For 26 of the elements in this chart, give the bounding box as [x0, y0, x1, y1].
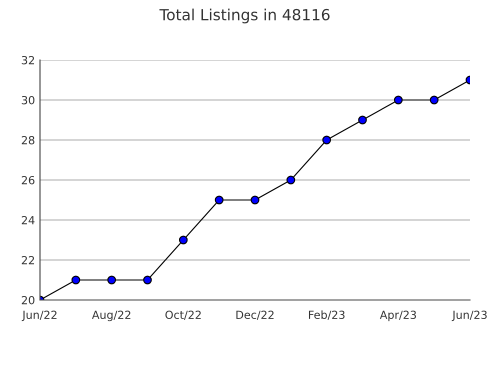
y-tick-label: 26	[22, 176, 34, 184]
point	[71, 276, 80, 284]
point	[214, 196, 224, 204]
x-tick-label: Feb/23	[308, 310, 345, 320]
point	[358, 116, 367, 124]
point	[143, 276, 152, 284]
y-tick-label: 30	[22, 96, 34, 104]
point	[286, 176, 296, 184]
y-tick-label: 22	[22, 256, 34, 264]
point	[107, 276, 116, 284]
y-tick-label: 24	[22, 216, 35, 224]
x-tick-label: Aug/22	[92, 310, 130, 322]
chart-title: Total Listings in 48116	[159, 8, 330, 24]
y-tick-label: 28	[22, 136, 34, 144]
y-tick-label: 20	[22, 296, 34, 304]
point	[394, 96, 403, 104]
point	[178, 236, 188, 244]
x-tick-label: Jun/22	[22, 310, 57, 322]
point	[430, 96, 439, 104]
x-tick-label: Jun/23	[452, 310, 487, 322]
point	[250, 196, 260, 204]
y-tick-label: 32	[22, 56, 34, 64]
point	[322, 136, 332, 144]
x-tick-label: Apr/23	[380, 310, 416, 322]
x-tick-label: Oct/22	[165, 310, 201, 320]
x-tick-label: Dec/22	[236, 310, 274, 320]
